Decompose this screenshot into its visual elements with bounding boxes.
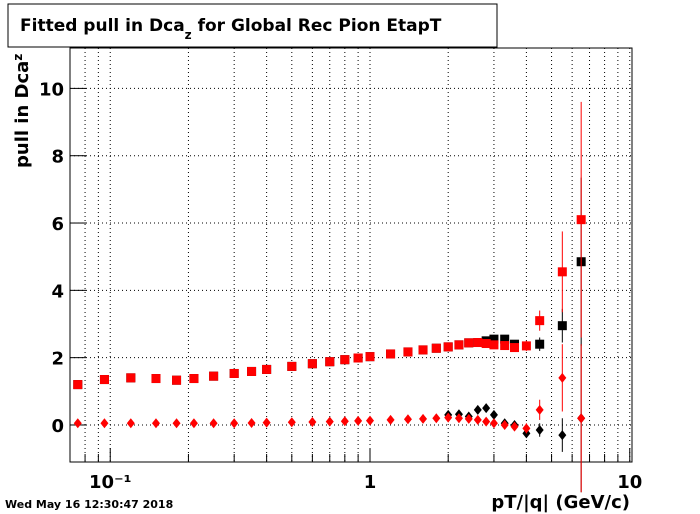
marker: [510, 421, 519, 432]
marker: [126, 373, 136, 383]
frame: [69, 47, 633, 463]
marker: [325, 357, 335, 367]
marker: [308, 416, 317, 427]
marker: [353, 353, 363, 363]
marker: [419, 413, 428, 424]
marker: [535, 316, 545, 326]
x-axis-label: pT/|q| (GeV/c): [491, 492, 630, 513]
marker: [209, 418, 218, 429]
marker: [521, 341, 531, 351]
marker: [340, 416, 349, 427]
marker: [500, 341, 510, 351]
marker: [535, 404, 544, 415]
y-axis-label: pull in Dcaz: [11, 54, 33, 168]
marker: [510, 343, 520, 353]
marker: [189, 374, 199, 384]
marker: [287, 417, 296, 428]
marker: [365, 352, 375, 362]
marker: [354, 415, 363, 426]
marker: [489, 418, 498, 429]
marker: [557, 267, 567, 277]
marker: [230, 418, 239, 429]
marker: [262, 364, 272, 374]
y-tick-label: 4: [51, 281, 64, 302]
x-tick-label: 10: [617, 472, 642, 493]
marker: [366, 415, 375, 426]
chart-title: Fitted pull in Dcaz for Global Rec Pion …: [20, 16, 442, 42]
marker: [262, 417, 271, 428]
marker: [432, 413, 441, 424]
marker: [386, 414, 395, 425]
marker: [535, 339, 545, 349]
marker: [418, 345, 428, 355]
marker: [247, 366, 257, 376]
marker: [576, 215, 586, 225]
marker: [151, 418, 160, 429]
marker: [73, 380, 83, 390]
marker: [489, 334, 499, 344]
marker: [99, 375, 109, 385]
marker: [431, 343, 441, 353]
y-label-part: pull in Dca: [12, 61, 33, 168]
marker: [100, 418, 109, 429]
title-sub: z: [185, 28, 192, 42]
y-tick-label: 10: [39, 79, 64, 100]
x-tick-label: 10⁻¹: [89, 472, 131, 493]
timestamp: Wed May 16 12:30:47 2018: [5, 498, 173, 511]
y-tick-label: 2: [51, 349, 64, 370]
marker: [151, 374, 161, 384]
title-part: Fitted pull in Dca: [20, 16, 185, 36]
marker: [500, 419, 509, 430]
marker: [287, 361, 297, 371]
y-tick-label: 0: [51, 416, 64, 437]
x-tick-label: 1: [364, 472, 377, 493]
marker: [307, 359, 317, 369]
marker: [325, 416, 334, 427]
marker: [209, 371, 219, 381]
marker: [189, 418, 198, 429]
marker: [473, 404, 482, 415]
marker: [73, 418, 82, 429]
marker: [126, 418, 135, 429]
marker: [522, 423, 531, 434]
marker: [464, 338, 474, 348]
marker: [558, 430, 567, 441]
marker: [558, 372, 567, 383]
y-tick-label: 6: [51, 214, 64, 235]
marker: [247, 417, 256, 428]
marker: [444, 412, 453, 423]
y-tick-label: 8: [51, 147, 64, 168]
marker: [229, 368, 239, 378]
marker: [489, 340, 499, 350]
marker: [403, 347, 413, 357]
marker: [340, 355, 350, 365]
marker: [482, 416, 491, 427]
marker: [454, 413, 463, 424]
marker: [454, 340, 464, 350]
marker: [172, 375, 182, 385]
marker: [386, 349, 396, 359]
marker: [403, 414, 412, 425]
marker: [473, 338, 483, 348]
y-label-sub: z: [11, 54, 25, 61]
marker: [577, 413, 586, 424]
marker: [482, 403, 491, 414]
marker: [481, 339, 491, 349]
title-part: for Global Rec Pion EtapT: [192, 16, 442, 36]
marker: [464, 413, 473, 424]
marker: [500, 334, 510, 344]
marker: [473, 414, 482, 425]
marker: [443, 342, 453, 352]
marker: [489, 409, 498, 420]
marker: [172, 418, 181, 429]
marker: [557, 321, 567, 331]
title-box: [7, 3, 498, 48]
marker: [535, 425, 544, 436]
